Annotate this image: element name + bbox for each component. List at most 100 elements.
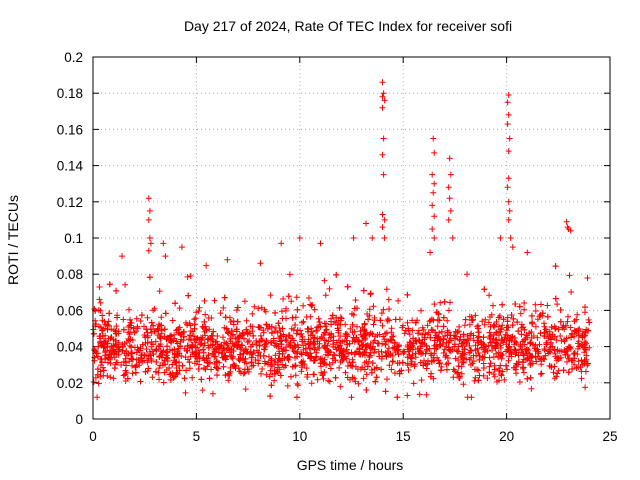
data-point (108, 326, 115, 333)
data-point (388, 366, 395, 373)
data-point (526, 330, 533, 337)
data-point (445, 216, 452, 223)
data-point (504, 184, 511, 191)
data-point (429, 202, 436, 209)
data-point (224, 256, 231, 263)
data-point (496, 377, 502, 384)
data-point (201, 340, 208, 346)
data-point (120, 372, 127, 379)
data-point (457, 353, 464, 360)
data-point (145, 216, 152, 223)
data-point (326, 361, 333, 368)
data-point (289, 314, 296, 321)
data-point (426, 345, 433, 352)
data-point (111, 365, 118, 372)
data-point (419, 340, 426, 347)
data-point (436, 317, 443, 324)
data-point (166, 336, 173, 343)
data-point (132, 363, 139, 370)
data-point (581, 344, 588, 351)
data-point (562, 351, 569, 358)
y-tick-label: 0.04 (57, 340, 84, 355)
data-point (314, 338, 321, 345)
data-point (238, 342, 245, 349)
data-point (255, 349, 262, 356)
data-point (178, 244, 185, 251)
data-point (144, 359, 151, 366)
data-point (571, 350, 578, 357)
data-point (184, 273, 191, 280)
data-point (495, 368, 502, 374)
data-point (250, 332, 257, 339)
data-point (435, 310, 442, 317)
data-point (493, 336, 500, 343)
data-point (137, 318, 144, 324)
data-point (450, 374, 457, 381)
data-point (95, 353, 102, 360)
data-point (196, 349, 203, 356)
data-point (305, 328, 312, 335)
data-point (110, 348, 117, 355)
data-point (263, 338, 269, 345)
data-point (208, 315, 215, 321)
data-point (153, 346, 160, 353)
data-point (138, 352, 145, 359)
data-point (395, 297, 402, 304)
data-point (461, 346, 468, 353)
y-tick-label: 0.16 (57, 122, 83, 137)
data-point (576, 343, 583, 350)
data-point (203, 262, 210, 269)
data-point (327, 365, 334, 372)
data-point (96, 296, 103, 303)
data-point (304, 325, 311, 332)
data-point (298, 359, 305, 366)
data-point (241, 347, 248, 354)
data-point (433, 332, 440, 339)
data-point (112, 328, 119, 335)
data-point (170, 337, 177, 344)
data-point (424, 360, 431, 367)
data-point (328, 321, 335, 328)
data-point (337, 383, 344, 390)
data-point (363, 387, 370, 393)
data-point (379, 224, 386, 231)
data-point (370, 303, 377, 310)
data-point (234, 304, 241, 311)
data-point (150, 307, 157, 314)
data-point (261, 346, 268, 353)
data-point (497, 313, 503, 319)
data-point (437, 299, 444, 306)
data-point (360, 341, 367, 348)
data-point (394, 394, 401, 401)
data-point (559, 324, 566, 331)
data-point (110, 375, 117, 382)
data-point (160, 379, 167, 386)
data-point (475, 377, 482, 384)
data-point (211, 353, 218, 360)
data-point (349, 321, 356, 328)
data-point (172, 359, 179, 366)
data-point (326, 378, 333, 385)
data-point (364, 363, 371, 370)
data-point (201, 365, 207, 372)
data-point (260, 327, 267, 334)
data-point (119, 343, 126, 350)
data-point (161, 326, 168, 333)
data-point (186, 336, 192, 343)
data-point (158, 327, 165, 334)
data-point (164, 343, 171, 350)
data-point (156, 288, 163, 295)
data-point (447, 171, 454, 178)
data-point (203, 327, 210, 334)
data-point (410, 380, 417, 387)
data-point (191, 325, 198, 332)
data-point (429, 171, 436, 178)
data-point (187, 332, 194, 339)
data-point (585, 316, 592, 323)
data-point (555, 326, 562, 333)
data-point (122, 281, 129, 288)
data-point (361, 366, 368, 373)
data-point (578, 375, 585, 382)
data-point (418, 349, 424, 356)
data-point (468, 394, 475, 401)
